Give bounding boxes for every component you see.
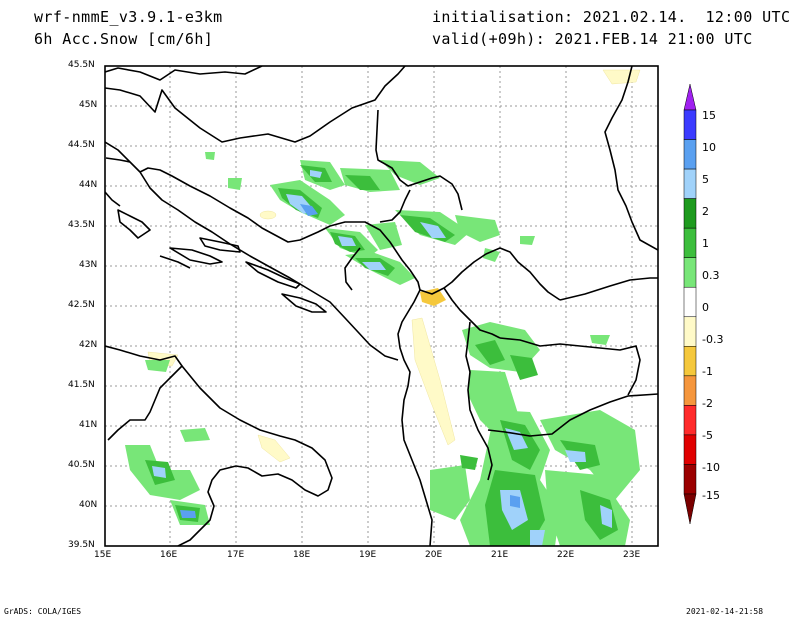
map-frame — [104, 65, 659, 547]
footer-timestamp: 2021-02-14-21:58 — [686, 607, 764, 616]
colorbar-cell — [683, 227, 697, 258]
colorbar-cell — [683, 257, 697, 288]
field-title: 6h Acc.Snow [cm/6h] — [34, 30, 214, 48]
colorbar-label: 2 — [702, 205, 709, 218]
footer-credit: GrADS: COLA/IGES — [4, 607, 82, 616]
lon-label: 18E — [293, 550, 311, 560]
colorbar-cell — [683, 109, 697, 140]
colorbar-bottom-arrow — [683, 493, 697, 525]
colorbar-cell — [683, 375, 697, 406]
lon-label: 17E — [227, 550, 245, 560]
colorbar-label: 0 — [702, 301, 709, 314]
lon-label: 21E — [491, 550, 509, 560]
lat-label: 41.5N — [68, 380, 95, 390]
colorbar-cell — [683, 198, 697, 229]
model-title: wrf-nmmE_v3.9.1-e3km — [34, 8, 223, 26]
lat-label: 43N — [79, 260, 98, 270]
lon-label: 20E — [425, 550, 443, 560]
colorbar-cell — [683, 434, 697, 465]
lat-label: 44.5N — [68, 140, 95, 150]
colorbar-label: -0.3 — [702, 333, 724, 346]
colorbar-label: 1 — [702, 237, 709, 250]
colorbar-cell — [683, 316, 697, 347]
coastlines — [105, 157, 333, 546]
colorbar-cell — [683, 168, 697, 199]
lat-label: 39.5N — [68, 540, 95, 550]
snow-light-areas — [125, 152, 640, 546]
colorbar-cell — [683, 346, 697, 377]
colorbar-label: -10 — [702, 461, 720, 474]
lon-label: 23E — [623, 550, 641, 560]
colorbar-label: 10 — [702, 141, 716, 154]
lat-label: 42.5N — [68, 300, 95, 310]
colorbar-cell — [683, 139, 697, 170]
colorbar-label: 5 — [702, 173, 709, 186]
colorbar-cell — [683, 405, 697, 436]
colorbar-label: -15 — [702, 489, 720, 502]
colorbar-cell — [683, 286, 697, 318]
lon-label: 22E — [557, 550, 575, 560]
lat-label: 41N — [79, 420, 98, 430]
colorbar-label: -2 — [702, 397, 713, 410]
colorbar — [683, 83, 697, 525]
lat-label: 45.5N — [68, 60, 95, 70]
lat-label: 42N — [79, 340, 98, 350]
lat-label: 43.5N — [68, 220, 95, 230]
colorbar-top-arrow — [683, 83, 697, 111]
lon-label: 16E — [160, 550, 178, 560]
lat-label: 40N — [79, 500, 98, 510]
lat-label: 45N — [79, 100, 98, 110]
colorbar-label: 0.3 — [702, 269, 720, 282]
colorbar-cell — [683, 464, 697, 495]
valid-time: valid(+09h): 2021.FEB.14 21:00 UTC — [432, 30, 753, 48]
lon-label: 19E — [359, 550, 377, 560]
lat-label: 44N — [79, 180, 98, 190]
colorbar-label: 15 — [702, 109, 716, 122]
snow-very-heavy-areas — [180, 204, 520, 518]
lon-label: 15E — [94, 550, 112, 560]
colorbar-label: -1 — [702, 365, 713, 378]
colorbar-label: -5 — [702, 429, 713, 442]
lat-label: 40.5N — [68, 460, 95, 470]
init-time: initialisation: 2021.02.14. 12:00 UTC — [432, 8, 791, 26]
